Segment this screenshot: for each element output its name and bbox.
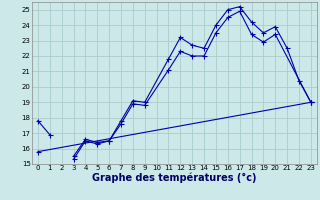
X-axis label: Graphe des températures (°c): Graphe des températures (°c) [92, 173, 257, 183]
